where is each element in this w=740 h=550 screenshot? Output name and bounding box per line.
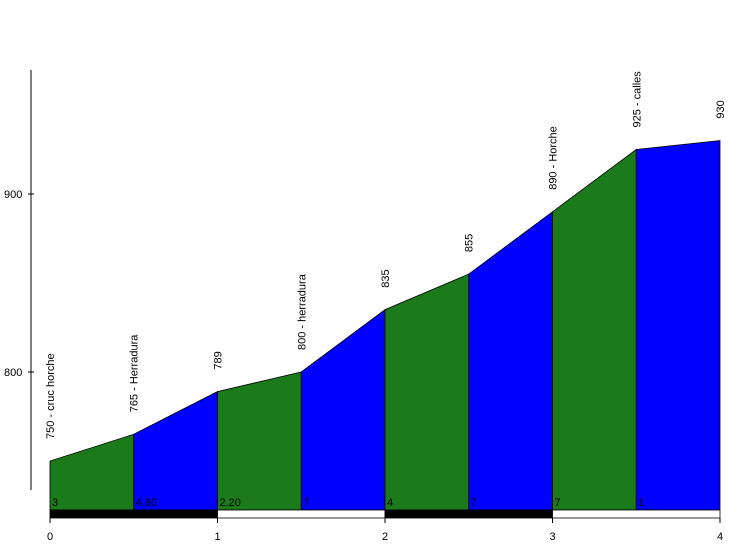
x-axis-ticks: 0 1 2 3 4 <box>47 518 723 543</box>
profile-segment <box>468 211 553 511</box>
segment-gradient-label: 1 <box>638 497 644 509</box>
point-labels: 750 - cruc horche 765 - Herradura 789 800 -… <box>45 71 727 439</box>
x-tick-label: 1 <box>214 531 220 543</box>
elevation-point-label: 765 - Herradura <box>129 334 141 413</box>
y-tick-label: 900 <box>4 189 22 201</box>
y-tick-label: 800 <box>4 367 22 379</box>
scale-bar-segment <box>217 509 386 519</box>
scale-bar-segment <box>552 509 721 519</box>
segment-gradient-label: 4.80 <box>136 497 157 509</box>
segment-gradient-label: 2.20 <box>220 497 241 509</box>
y-axis-ticks: 800 900 <box>4 189 34 379</box>
profile-segment <box>552 148 637 511</box>
profile-segment <box>49 433 135 511</box>
elevation-point-label: 890 - Horche <box>548 126 560 190</box>
segment-gradient-label: 4 <box>387 497 393 509</box>
profile-segment <box>133 390 218 511</box>
x-tick-label: 3 <box>549 531 555 543</box>
distance-scale-bar <box>49 509 721 519</box>
elevation-point-label: 750 - cruc horche <box>45 353 57 439</box>
elevation-point-label: 789 <box>213 351 225 369</box>
elevation-point-label: 835 <box>380 269 392 287</box>
profile-segment <box>217 371 302 511</box>
scale-bar-segment <box>49 509 218 519</box>
elevation-point-label: 800 - herradura <box>296 273 308 350</box>
profile-segment <box>384 273 470 511</box>
segment-gradient-label: 3 <box>52 497 58 509</box>
x-tick-label: 2 <box>382 531 388 543</box>
elevation-point-label: 855 <box>464 234 476 252</box>
elevation-point-label: 930 <box>715 100 727 118</box>
gradient-labels: 3 4.80 2.20 7 4 7 7 1 <box>52 497 644 509</box>
x-tick-label: 0 <box>47 531 53 543</box>
scale-bar-segment <box>384 509 553 519</box>
x-tick-label: 4 <box>717 531 723 543</box>
segment-gradient-label: 7 <box>555 497 561 509</box>
profile-segment <box>300 308 386 511</box>
profile-segments <box>49 140 721 511</box>
segment-gradient-label: 7 <box>471 497 477 509</box>
elevation-point-label: 925 - calles <box>631 71 643 128</box>
profile-segment <box>635 140 721 511</box>
segment-gradient-label: 7 <box>303 497 309 509</box>
